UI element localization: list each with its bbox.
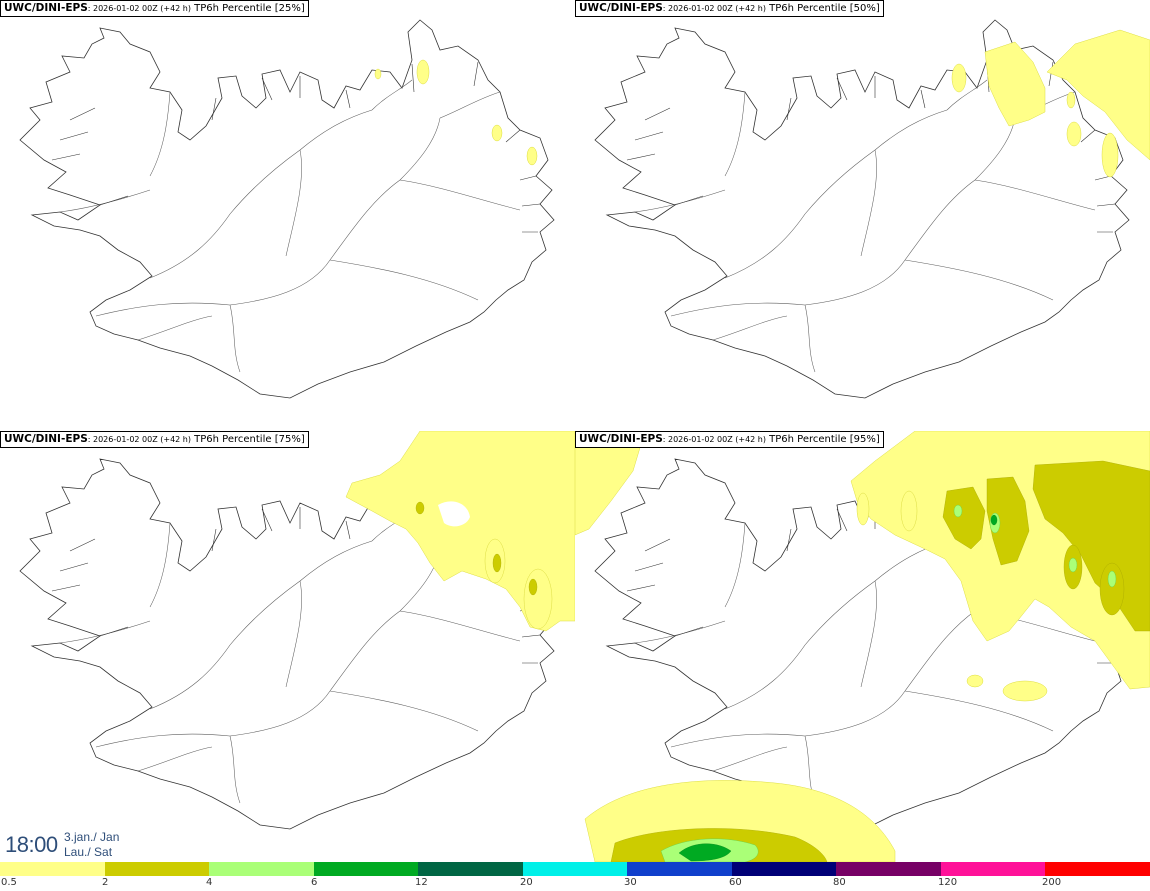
colorbar-tick-label: 30	[624, 877, 637, 888]
panel-title: UWC/DINI-EPS: 2026-01-02 00Z (+42 h) TP6…	[0, 431, 309, 448]
map-panel-p25: UWC/DINI-EPS: 2026-01-02 00Z (+42 h) TP6…	[0, 0, 575, 431]
valid-date: 3.jan./ Jan	[64, 830, 120, 844]
colorbar-tick-label: 80	[833, 877, 846, 888]
valid-time: 18:00	[5, 832, 58, 857]
colorbar-segment	[418, 862, 523, 876]
colorbar-tick-label: 12	[415, 877, 428, 888]
run-info: : 2026-01-02 00Z (+42 h)	[662, 4, 766, 13]
field-name: TP6h Percentile [50%]	[765, 3, 880, 14]
run-info: : 2026-01-02 00Z (+42 h)	[662, 435, 766, 444]
colorbar-segment	[836, 862, 941, 876]
colorbar-segment	[0, 862, 105, 876]
colorbar-segment	[522, 862, 628, 876]
colorbar-segment	[1045, 862, 1150, 876]
valid-weekday: Lau./ Sat	[64, 845, 113, 859]
model-name: UWC/DINI-EPS	[579, 433, 663, 445]
colorbar-tick-label: 2	[102, 877, 109, 888]
run-info: : 2026-01-02 00Z (+42 h)	[87, 435, 191, 444]
colorbar-tick-label: 120	[938, 877, 958, 888]
run-info: : 2026-01-02 00Z (+42 h)	[87, 4, 191, 13]
iceland-map	[575, 431, 1150, 862]
colorbar-tick-label: 200	[1042, 877, 1062, 888]
colorbar-segment	[940, 862, 1046, 876]
map-panel-p50: UWC/DINI-EPS: 2026-01-02 00Z (+42 h) TP6…	[575, 0, 1150, 431]
colorbar-segment	[104, 862, 210, 876]
field-name: TP6h Percentile [95%]	[765, 434, 880, 445]
colorbar-tick-label: 20	[520, 877, 533, 888]
colorbar-ticks: 0.5 2 4 6 12 20 30 60 80 120 200	[0, 876, 1150, 891]
valid-time-box: 18:00 3.jan./ Jan Lau./ Sat	[0, 826, 128, 862]
iceland-map	[594, 19, 1150, 399]
panel-title: UWC/DINI-EPS: 2026-01-02 00Z (+42 h) TP6…	[575, 431, 884, 448]
field-name: TP6h Percentile [25%]	[190, 3, 305, 14]
field-name: TP6h Percentile [75%]	[190, 434, 305, 445]
map-panel-p95: UWC/DINI-EPS: 2026-01-02 00Z (+42 h) TP6…	[575, 431, 1150, 862]
colorbar-segment	[731, 862, 837, 876]
panel-title: UWC/DINI-EPS: 2026-01-02 00Z (+42 h) TP6…	[0, 0, 309, 17]
panel-title: UWC/DINI-EPS: 2026-01-02 00Z (+42 h) TP6…	[575, 0, 884, 17]
colorbar-tick-label: 6	[311, 877, 318, 888]
iceland-map	[19, 431, 575, 830]
colorbar-legend	[0, 862, 1150, 876]
colorbar-tick-label: 60	[729, 877, 742, 888]
colorbar-tick-label: 4	[206, 877, 213, 888]
model-name: UWC/DINI-EPS	[4, 2, 88, 14]
model-name: UWC/DINI-EPS	[4, 433, 88, 445]
colorbar-segment	[313, 862, 419, 876]
colorbar-segment	[209, 862, 314, 876]
colorbar-segment	[627, 862, 732, 876]
map-panel-p75: UWC/DINI-EPS: 2026-01-02 00Z (+42 h) TP6…	[0, 431, 575, 862]
iceland-map	[19, 19, 555, 399]
colorbar-tick-label: 0.5	[1, 877, 17, 888]
model-name: UWC/DINI-EPS	[579, 2, 663, 14]
